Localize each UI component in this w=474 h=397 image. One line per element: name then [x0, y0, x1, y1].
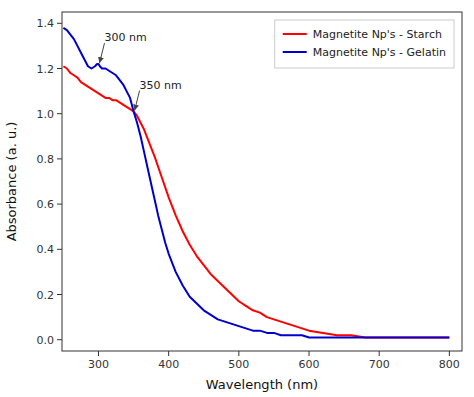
- y-tick-label: 0.0: [37, 334, 55, 347]
- legend-swatch: [283, 51, 307, 53]
- annotations: 300 nm 350 nm: [99, 31, 181, 110]
- plot-frame: [62, 12, 462, 351]
- annotation-text: 300 nm: [104, 31, 146, 44]
- annotation-arrow: [135, 91, 140, 111]
- x-axis-label: Wavelength (nm): [206, 377, 318, 392]
- legend-box: [275, 20, 454, 68]
- series-line: [63, 66, 449, 337]
- legend-swatch: [283, 33, 307, 35]
- x-tick-label: 800: [439, 358, 460, 371]
- series-line: [63, 28, 449, 338]
- x-tick: [379, 351, 380, 356]
- x-tick: [98, 351, 99, 356]
- y-tick: [57, 249, 62, 250]
- y-tick: [57, 113, 62, 114]
- x-tick: [238, 351, 239, 356]
- legend-entry: Magnetite Np's - Starch: [313, 28, 442, 41]
- y-tick: [57, 204, 62, 205]
- x-tick-label: 300: [88, 358, 109, 371]
- x-tick-label: 500: [228, 358, 249, 371]
- y-tick-label: 1.4: [37, 17, 55, 30]
- y-tick-label: 0.6: [37, 198, 55, 211]
- legend-entry: Magnetite Np's - Gelatin: [313, 46, 446, 59]
- x-tick: [449, 351, 450, 356]
- y-axis-label: Absorbance (a. u.): [4, 122, 19, 242]
- annotation-arrow: [99, 43, 104, 63]
- y-tick: [57, 68, 62, 69]
- annotation-text: 350 nm: [140, 79, 182, 92]
- x-tick: [309, 351, 310, 356]
- y-tick: [57, 294, 62, 295]
- axes: 300 400 500 600 700 800 0.0 0.2 0.4 0.6 0.8 1.0 1.2 1…: [37, 17, 460, 371]
- chart: 300 400 500 600 700 800 0.0 0.2 0.4 0.6 0.8 1.0 1.2 1…: [0, 0, 474, 397]
- y-tick-label: 0.2: [37, 289, 55, 302]
- x-tick-label: 400: [158, 358, 179, 371]
- x-tick-label: 700: [369, 358, 390, 371]
- plot-data: [63, 28, 449, 338]
- y-tick-label: 0.4: [37, 243, 55, 256]
- y-tick-label: 1.2: [37, 63, 55, 76]
- y-tick-label: 0.8: [37, 153, 55, 166]
- x-tick: [168, 351, 169, 356]
- y-tick: [57, 158, 62, 159]
- legend: Magnetite Np's - Starch Magnetite Np's - …: [275, 20, 454, 68]
- x-tick-label: 600: [299, 358, 320, 371]
- y-tick: [57, 23, 62, 24]
- y-tick-label: 1.0: [37, 108, 55, 121]
- y-tick: [57, 339, 62, 340]
